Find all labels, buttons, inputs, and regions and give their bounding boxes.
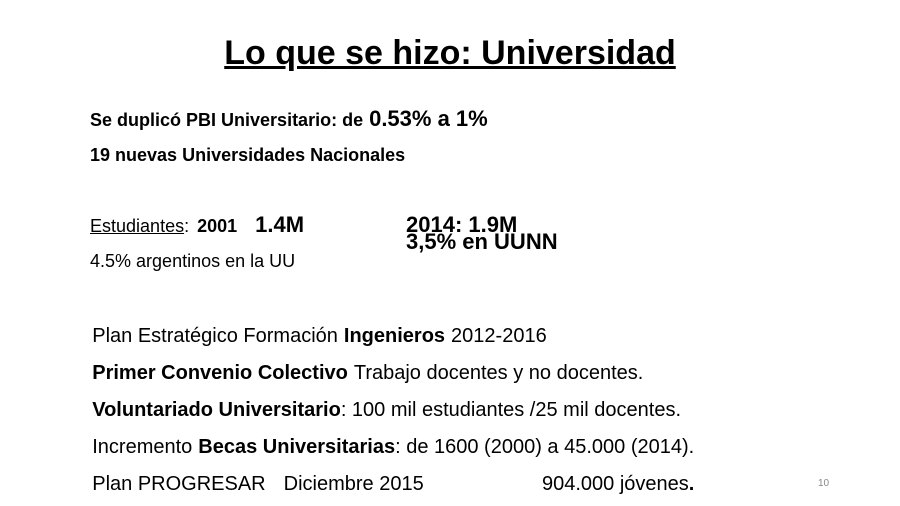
line: Voluntariado Universitario: 100 mil estu… [70, 380, 681, 440]
text: Trabajo docentes y no docentes. [353, 362, 644, 384]
line: 4.5% argentinos en la UU 3,5% en UUNN [70, 231, 558, 288]
line: Plan PROGRESAR Diciembre 2015 904.000 jóve… [70, 454, 694, 506]
text: 2012-2016 [451, 325, 547, 347]
line: Estudiantes: 2001 1.4M 2014: 1.9M [70, 196, 517, 254]
title: Lo que se hizo: Universidad [224, 34, 676, 72]
text: Se duplicó PBI Universitario: de [90, 110, 364, 130]
text: 904.000 jóvenes. [542, 474, 694, 494]
text: : [184, 216, 190, 236]
text: 2001 [197, 216, 238, 236]
text: . [688, 473, 695, 495]
text: 3,5% en UUNN [406, 229, 558, 254]
line: Plan Estratégico Formación Ingenieros 2012… [70, 306, 547, 366]
text: Estudiantes [90, 216, 185, 236]
text: Plan PROGRESAR [92, 473, 266, 495]
text: 0.53% a 1% [369, 106, 488, 131]
line: Se duplicó PBI Universitario: de 0.53% a … [70, 90, 488, 148]
text: Voluntariado Universitario [92, 399, 341, 421]
text: 1.4M [255, 212, 305, 237]
text: 2014: 1.9M [406, 212, 518, 237]
text: Plan Estratégico Formación [92, 325, 338, 347]
text: Ingenieros [343, 325, 446, 347]
text: 19 nuevas Universidades Nacionales [90, 145, 406, 165]
text: Incremento [92, 436, 193, 458]
text: Becas Universitarias [198, 436, 396, 458]
line: Primer Convenio Colectivo Trabajo docente… [70, 343, 643, 403]
text: : de 1600 (2000) a 45.000 (2014). [395, 436, 695, 458]
text: Primer Convenio Colectivo [92, 362, 348, 384]
page-number: 10 [818, 478, 830, 489]
line: 19 nuevas Universidades Nacionales [70, 128, 405, 182]
text: 904.000 jóvenes [542, 473, 689, 495]
line: Incremento Becas Universitarias: de 1600 … [70, 417, 694, 477]
text: Diciembre 2015 [283, 473, 424, 495]
text: : 100 mil estudiantes /25 mil docentes. [340, 399, 681, 421]
text: 4.5% argentinos en la UU [90, 251, 296, 271]
